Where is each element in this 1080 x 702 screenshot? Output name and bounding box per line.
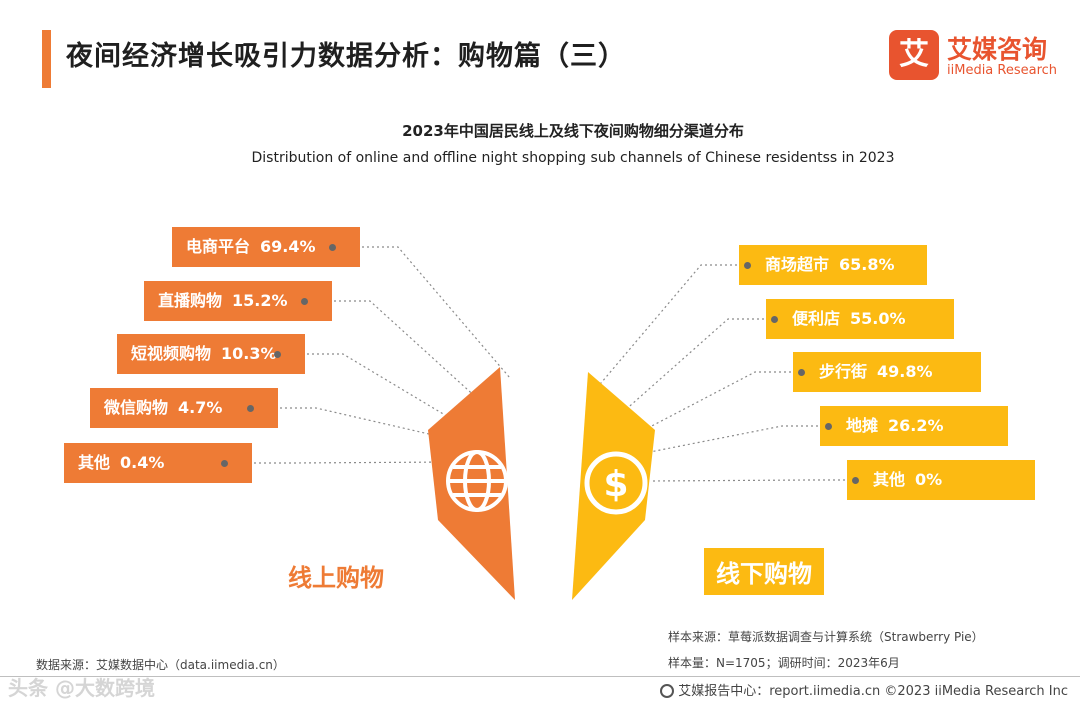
watermark: 头条 @大数跨境 <box>8 676 155 700</box>
label-dot <box>274 351 281 358</box>
chart-subtitle: Distribution of online and offline night… <box>251 150 895 166</box>
title-accent-bar <box>42 30 51 88</box>
channel-name: 微信购物 <box>104 398 169 417</box>
channel-name: 地摊 <box>846 416 879 435</box>
label-dot <box>221 460 228 467</box>
logo-mark: 艾 <box>889 30 939 80</box>
channel-name: 商场超市 <box>765 255 830 274</box>
page-title: 夜间经济增长吸引力数据分析：购物篇（三） <box>66 41 626 72</box>
report-globe-icon <box>660 684 675 698</box>
channel-value: 49.8% <box>877 362 933 381</box>
channel-value: 0.4% <box>120 453 165 472</box>
online-channel-label: 电商平台 69.4% <box>172 227 360 267</box>
sample-size: 样本量：N=1705；调研时间：2023年6月 <box>668 656 900 670</box>
channel-name: 其他 <box>873 470 906 489</box>
logo-en-text: iiMedia Research <box>947 63 1058 78</box>
offline-channel-label: 商场超市 65.8% <box>739 245 927 285</box>
globe-icon <box>446 450 508 512</box>
label-dot <box>825 423 832 430</box>
channel-name: 便利店 <box>792 309 841 328</box>
channel-value: 69.4% <box>260 237 316 256</box>
sample-source: 样本来源：草莓派数据调查与计算系统（Strawberry Pie） <box>668 630 984 644</box>
connector-line <box>624 371 801 441</box>
offline-channel-label: 步行街 49.8% <box>793 352 981 392</box>
online-channel-label: 短视频购物 10.3% <box>117 334 305 374</box>
online-channel-label: 其他 0.4% <box>64 443 252 483</box>
channel-value: 10.3% <box>221 344 277 363</box>
channel-value: 15.2% <box>232 291 288 310</box>
channel-name: 直播购物 <box>158 291 223 310</box>
logo-cn-text: 艾媒咨询 <box>947 35 1048 64</box>
channel-name: 步行街 <box>819 362 868 381</box>
channel-value: 4.7% <box>178 398 223 417</box>
online-shape <box>428 367 515 600</box>
footer-text: 艾媒报告中心：report.iimedia.cn ©2023 iiMedia R… <box>678 684 1068 699</box>
iimedia-logo: 艾 艾媒咨询 iiMedia Research <box>889 30 1064 82</box>
offline-channel-label: 便利店 55.0% <box>766 299 954 339</box>
dollar-icon: $ <box>584 451 648 515</box>
offline-channel-label: 地摊 26.2% <box>820 406 1008 446</box>
online-channel-label: 直播购物 15.2% <box>144 281 332 321</box>
online-group-label: 线上购物 <box>288 564 384 592</box>
connector-line <box>604 318 774 429</box>
label-dot <box>771 316 778 323</box>
label-dot <box>329 244 336 251</box>
footer: 艾媒报告中心：report.iimedia.cn ©2023 iiMedia R… <box>660 680 1068 699</box>
connector-line <box>644 425 828 454</box>
channel-value: 65.8% <box>839 255 895 274</box>
chart-title: 2023年中国居民线上及线下夜间购物细分渠道分布 <box>402 122 744 140</box>
online-channel-label: 微信购物 4.7% <box>90 388 278 428</box>
offline-group-label: 线下购物 <box>704 548 824 595</box>
connector-line <box>589 264 747 397</box>
connector-line <box>224 461 456 464</box>
label-dot <box>247 405 254 412</box>
footer-divider <box>0 676 1080 677</box>
channel-value: 55.0% <box>850 309 906 328</box>
offline-shape <box>572 372 655 600</box>
connector-line <box>649 479 855 482</box>
connector-line <box>250 407 456 441</box>
data-source: 数据来源：艾媒数据中心（data.iimedia.cn） <box>36 658 285 672</box>
label-dot <box>852 477 859 484</box>
channel-value: 26.2% <box>888 416 944 435</box>
channel-name: 短视频购物 <box>131 344 212 363</box>
svg-text:$: $ <box>603 464 628 505</box>
label-dot <box>798 369 805 376</box>
channel-value: 0% <box>915 470 943 489</box>
offline-channel-label: 其他 0% <box>847 460 1035 500</box>
label-dot <box>301 298 308 305</box>
channel-name: 其他 <box>78 453 111 472</box>
label-dot <box>744 262 751 269</box>
channel-name: 电商平台 <box>186 237 251 256</box>
